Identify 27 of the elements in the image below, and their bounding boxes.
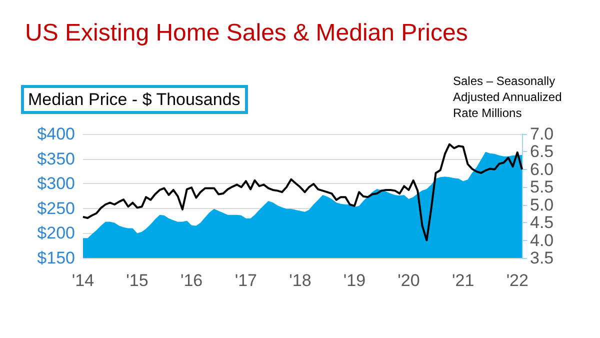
y2-tick-label: 5.0	[530, 195, 554, 214]
y2-tick-label: 5.5	[530, 178, 554, 197]
y2-tick-label: 6.0	[530, 160, 554, 179]
x-tick-label: '14	[72, 271, 94, 290]
y2-tick-label: 6.5	[530, 142, 554, 162]
y2-tick-label: 4.0	[530, 230, 554, 250]
y2-tick-label: 4.5	[530, 213, 554, 232]
y-tick-label: $350	[37, 149, 75, 168]
x-tick-label: '20	[398, 271, 420, 290]
x-tick-label: '17	[234, 271, 258, 290]
x-tick-label: '19	[343, 271, 366, 290]
x-tick-label: '18	[289, 271, 312, 290]
y2-axis-title: Sales – Seasonally Adjusted Annualized Rate Millions	[453, 74, 566, 120]
y-tick-label: $150	[37, 248, 75, 268]
x-tick-label: '22	[506, 271, 528, 290]
y-axis-title: Median Price - $ Thousands	[28, 90, 240, 109]
y-tick-label: $300	[37, 174, 75, 194]
x-tick-label: '15	[126, 271, 148, 290]
y-tick-label: $200	[37, 224, 75, 243]
y-tick-label: $250	[37, 198, 75, 218]
x-tick-label: '16	[180, 271, 203, 290]
y2-tick-label: 3.5	[530, 248, 554, 268]
x-tick-label: '21	[452, 271, 474, 290]
y2-tick-label: 7.0	[530, 124, 554, 144]
chart-title: US Existing Home Sales & Median Prices	[25, 20, 468, 46]
y-tick-label: $400	[37, 124, 75, 144]
line-series	[82, 143, 523, 242]
